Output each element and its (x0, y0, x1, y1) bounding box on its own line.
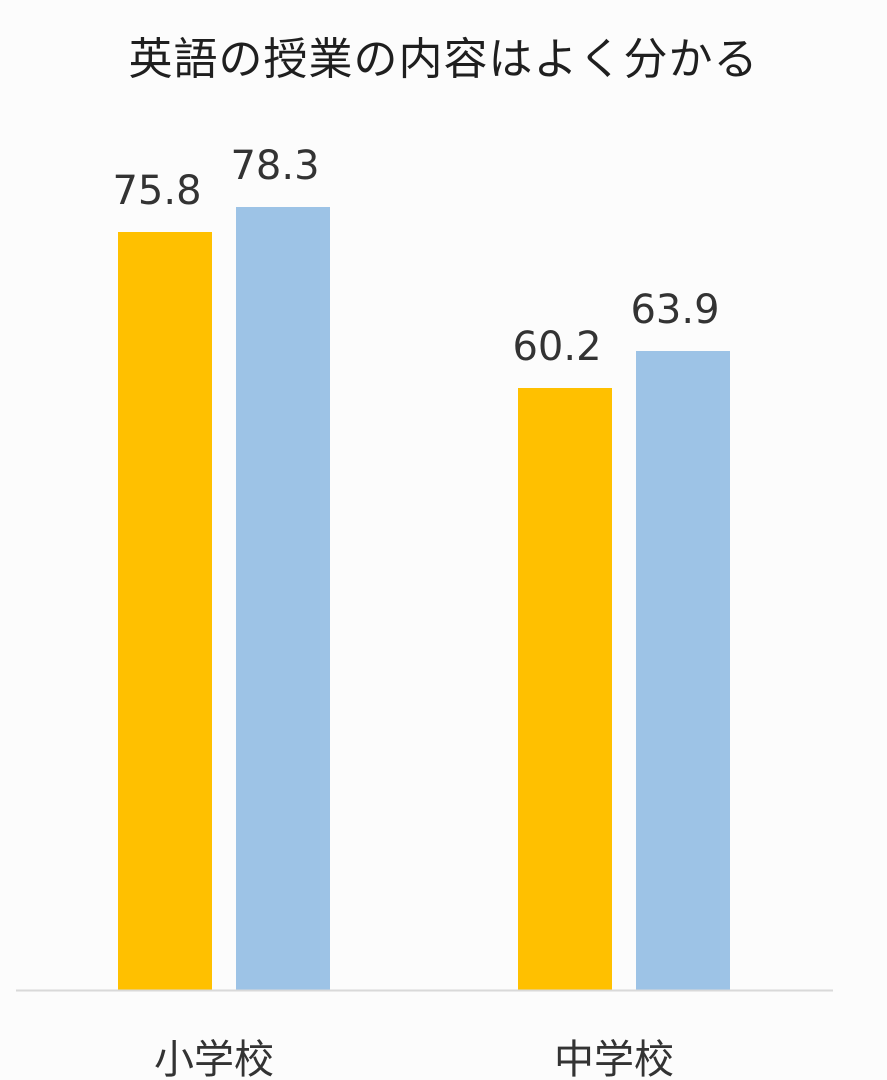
data-label-2-series-1: 60.2 (512, 324, 601, 370)
category-labels-layer: 小学校 中学校 (154, 1037, 674, 1080)
bar-1-series-2 (236, 207, 330, 990)
bar-2-series-2 (636, 351, 730, 990)
bar-1-series-1 (118, 232, 212, 990)
bar-2-series-1 (518, 388, 612, 990)
category-label-2: 中学校 (554, 1037, 674, 1080)
chart-title: 英語の授業の内容はよく分かる (128, 34, 759, 85)
value-labels-layer: 75.8 78.3 60.2 63.9 (112, 143, 719, 370)
data-label-1-series-2: 78.3 (230, 143, 319, 189)
data-label-2-series-2: 63.9 (630, 287, 719, 333)
data-label-1-series-1: 75.8 (112, 168, 201, 214)
bars-layer (118, 207, 730, 990)
category-label-1: 小学校 (154, 1037, 274, 1080)
